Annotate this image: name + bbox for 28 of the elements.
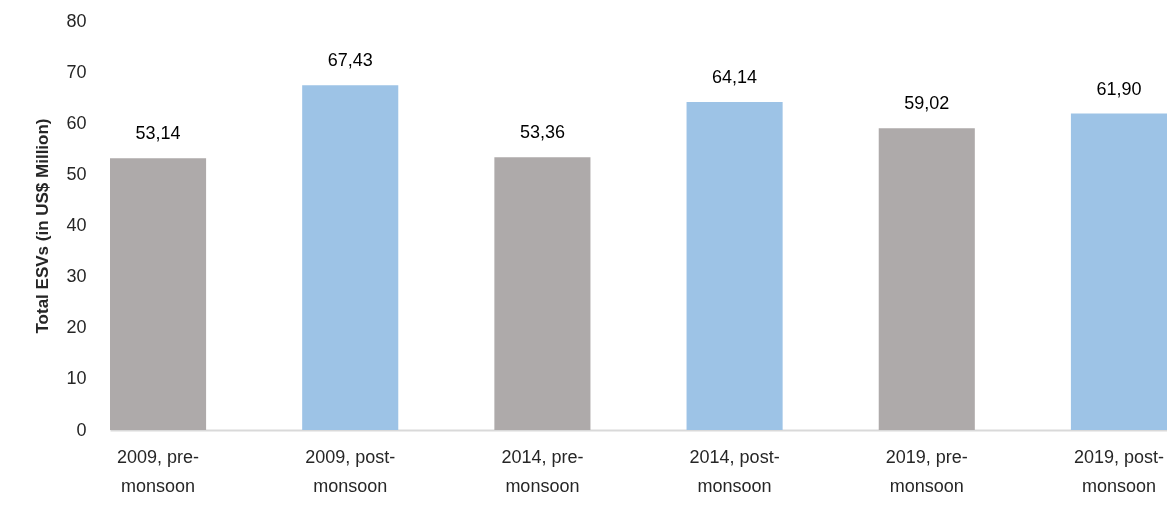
- data-label: 59,02: [904, 93, 950, 114]
- bar: [686, 102, 783, 430]
- bar: [110, 158, 207, 430]
- x-tick-label: 2014, pre-monsoon: [501, 446, 584, 496]
- y-tick-label: 10: [66, 368, 87, 389]
- data-label: 67,43: [327, 50, 373, 71]
- y-tick-label: 20: [66, 317, 87, 338]
- y-tick-label: 50: [66, 163, 87, 184]
- y-tick-label: 80: [66, 10, 87, 31]
- bar: [1070, 113, 1167, 430]
- y-tick-label: 60: [66, 112, 87, 133]
- bar: [878, 128, 975, 430]
- bar: [302, 85, 399, 430]
- x-tick-label: 2014, post-monsoon: [689, 446, 780, 496]
- x-tick-label: 2019, pre-monsoon: [885, 446, 968, 496]
- y-tick-label: 30: [66, 266, 87, 287]
- y-tick-label: 40: [66, 215, 87, 235]
- x-tick-label: 2009, post-monsoon: [305, 446, 396, 496]
- bar: [494, 157, 591, 430]
- data-label: 53,14: [135, 123, 181, 144]
- y-tick-label: 0: [76, 419, 87, 440]
- data-label: 53,36: [519, 122, 565, 143]
- y-tick-label: 70: [66, 61, 87, 82]
- x-tick-label: 2019, post-monsoon: [1073, 446, 1164, 496]
- y-axis-title: Total ESVs (in US$ Million): [33, 118, 53, 334]
- x-tick-label: 2009, pre-monsoon: [117, 446, 200, 496]
- data-label: 64,14: [712, 67, 758, 88]
- data-label: 61,90: [1096, 78, 1142, 99]
